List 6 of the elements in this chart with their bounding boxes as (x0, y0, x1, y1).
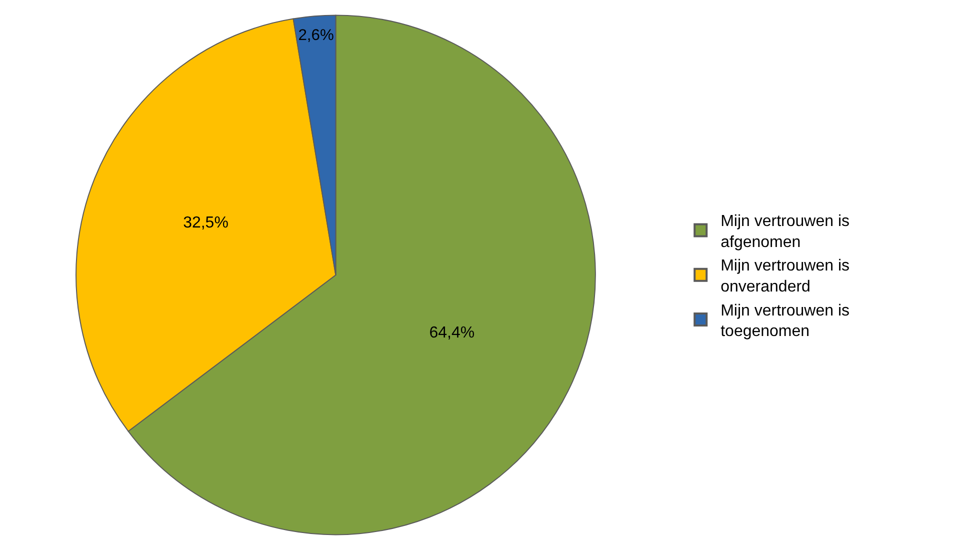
data-label: 64,4% (429, 324, 475, 342)
legend-label: Mijn vertrouwen is afgenomen (720, 213, 850, 251)
legend-label: Mijn vertrouwen is onveranderd (720, 258, 850, 296)
data-label: 32,5% (183, 214, 228, 232)
data-label: 2,6% (298, 27, 334, 44)
legend-label: Mijn vertrouwen is toegenomen (720, 302, 850, 340)
